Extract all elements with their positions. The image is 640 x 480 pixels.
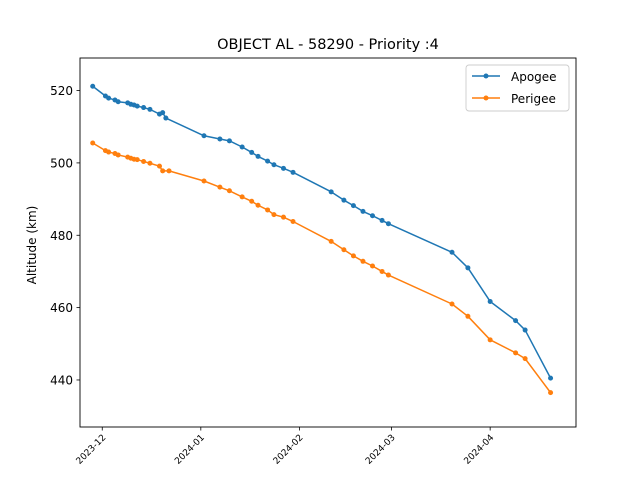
perigee-point	[328, 238, 334, 244]
perigee-point	[280, 214, 286, 220]
perigee-point	[134, 157, 140, 163]
apogee-point	[217, 136, 223, 142]
apogee-point	[328, 189, 334, 195]
apogee-point	[465, 265, 471, 271]
apogee-point	[255, 153, 261, 159]
y-tick-label: 500	[50, 156, 73, 170]
perigee-point	[90, 140, 96, 146]
perigee-point	[255, 202, 261, 208]
perigee-point	[147, 160, 153, 166]
perigee-point	[141, 158, 147, 164]
series-apogee	[90, 83, 554, 381]
apogee-point	[271, 162, 277, 168]
perigee-point	[370, 263, 376, 269]
perigee-point	[341, 247, 347, 253]
perigee-point	[548, 390, 554, 396]
perigee-point	[522, 356, 528, 362]
apogee-point	[280, 165, 286, 171]
apogee-point	[201, 133, 207, 139]
perigee-point	[201, 178, 207, 184]
perigee-point	[160, 168, 166, 174]
apogee-point	[548, 375, 554, 381]
perigee-point	[271, 212, 277, 218]
legend-marker-perigee	[483, 95, 489, 101]
apogee-point	[513, 318, 519, 324]
apogee-point	[239, 144, 245, 150]
y-tick-label: 460	[50, 301, 73, 315]
perigee-point	[249, 198, 255, 204]
y-axis: 440 460 480 500 520	[50, 84, 80, 387]
legend: Apogee Perigee	[465, 64, 570, 112]
apogee-point	[449, 249, 455, 255]
perigee-point	[166, 168, 172, 174]
apogee-point	[379, 217, 385, 223]
legend-label-perigee: Perigee	[511, 92, 556, 106]
apogee-point	[160, 110, 166, 116]
perigee-point	[449, 301, 455, 307]
perigee-point	[360, 258, 366, 264]
apogee-point	[141, 105, 147, 111]
legend-marker-apogee	[483, 73, 489, 79]
apogee-point	[370, 213, 376, 219]
apogee-point	[163, 115, 169, 121]
perigee-point	[265, 207, 271, 213]
apogee-point	[147, 106, 153, 112]
apogee-point	[249, 149, 255, 155]
series-perigee	[90, 140, 554, 396]
apogee-point	[522, 327, 528, 333]
perigee-point	[226, 188, 232, 194]
apogee-point	[115, 99, 121, 105]
series-layer	[90, 83, 554, 396]
perigee-point	[239, 194, 245, 200]
y-tick-label: 520	[50, 84, 73, 98]
perigee-point	[513, 350, 519, 356]
chart-title: OBJECT AL - 58290 - Priority :4	[217, 37, 439, 53]
legend-label-apogee: Apogee	[511, 70, 557, 84]
y-tick-label: 440	[50, 373, 73, 387]
apogee-point	[341, 197, 347, 203]
y-axis-label: Altitude (km)	[25, 206, 39, 285]
apogee-point	[487, 298, 493, 304]
perigee-point	[350, 253, 356, 259]
perigee-point	[465, 313, 471, 319]
perigee-point	[290, 219, 296, 225]
apogee-point	[265, 158, 271, 164]
plot-frame	[79, 57, 577, 428]
perigee-point	[379, 268, 385, 274]
apogee-point	[385, 221, 391, 227]
apogee-point	[226, 138, 232, 144]
apogee-point	[90, 83, 96, 89]
apogee-point	[290, 169, 296, 175]
apogee-point	[106, 95, 112, 101]
perigee-point	[487, 337, 493, 343]
apogee-point	[360, 208, 366, 214]
perigee-point	[385, 272, 391, 278]
apogee-point	[350, 203, 356, 209]
perigee-point	[106, 149, 112, 155]
perigee-point	[115, 152, 121, 158]
perigee-point	[217, 184, 223, 190]
y-tick-label: 480	[50, 229, 73, 243]
perigee-point	[156, 163, 162, 169]
apogee-point	[134, 103, 140, 109]
